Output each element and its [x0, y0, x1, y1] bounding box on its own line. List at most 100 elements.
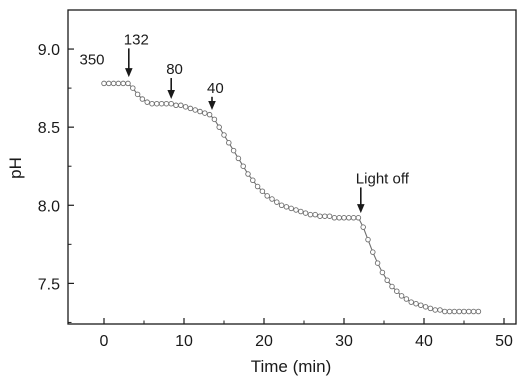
x-tick-label: 40 [415, 333, 433, 350]
x-axis-title: Time (min) [251, 357, 332, 376]
data-point [346, 215, 352, 221]
data-point [418, 302, 424, 309]
data-point [134, 91, 141, 98]
plot-frame [67, 9, 517, 325]
data-point [293, 207, 299, 213]
data-point [130, 85, 136, 91]
data-point [173, 102, 179, 109]
annotation-label: 80 [166, 61, 183, 78]
data-point [144, 99, 150, 105]
x-tick-label: 30 [335, 333, 353, 350]
data-point [331, 215, 338, 221]
data-point [178, 102, 184, 109]
data-point [278, 202, 285, 209]
data-point [182, 104, 189, 110]
data-point [235, 155, 242, 162]
data-point [197, 108, 203, 115]
data-point [442, 308, 448, 315]
data-point [110, 80, 117, 87]
y-tick-label: 7.5 [38, 276, 60, 293]
data-point [283, 204, 290, 210]
data-point [101, 80, 107, 87]
data-point [221, 132, 227, 138]
y-tick-label: 8.0 [38, 198, 60, 215]
data-point [115, 80, 122, 87]
data-point [240, 163, 246, 169]
data-point [254, 183, 261, 190]
data-point [274, 199, 280, 205]
data-point [163, 100, 170, 107]
data-point [398, 293, 405, 299]
x-tick-label: 10 [175, 333, 193, 350]
data-point [120, 80, 126, 87]
x-tick-label: 20 [255, 333, 273, 350]
series-line [104, 82, 479, 313]
data-point [451, 308, 458, 315]
data-point [230, 147, 237, 154]
data-point [461, 308, 467, 315]
data-point [322, 213, 328, 219]
data-point [466, 308, 472, 315]
data-point [250, 177, 256, 184]
y-tick-label: 9.0 [38, 42, 60, 59]
data-point [379, 269, 386, 276]
data-point [403, 296, 410, 302]
data-point [350, 215, 357, 221]
annotation-label: Light off [356, 170, 410, 187]
data-point [206, 111, 213, 118]
data-point [475, 308, 482, 315]
tick-labels: 0 10 20 30 40 50 7.5 8.0 8.5 9.0 [38, 42, 513, 350]
data-point [168, 100, 174, 107]
data-point [413, 300, 419, 307]
series-markers [101, 80, 482, 315]
annotation-label: 350 [79, 52, 104, 69]
data-point [437, 307, 443, 313]
data-point [202, 110, 208, 116]
data-point [106, 80, 112, 87]
x-tick-label: 0 [100, 333, 109, 350]
data-point [158, 100, 165, 107]
data-point [245, 171, 251, 177]
data-point [211, 116, 218, 123]
data-point [312, 211, 318, 218]
annotation-arrow-head [208, 100, 216, 110]
data-point [187, 105, 194, 112]
data-point [370, 249, 376, 255]
data-point [264, 193, 270, 199]
annotation-arrow-head [125, 68, 133, 78]
data-point [125, 80, 131, 87]
annotation-label: 40 [207, 80, 224, 97]
data-point [408, 299, 414, 305]
data-point [269, 196, 275, 202]
data-point [374, 260, 381, 266]
data-point [341, 215, 347, 221]
data-point [360, 224, 366, 230]
data-point [389, 283, 395, 290]
annotation-label: 132 [124, 31, 149, 48]
data-point [307, 211, 314, 218]
data-point [336, 215, 342, 221]
data-point [365, 236, 371, 243]
data-point [154, 100, 160, 107]
data-point [226, 140, 232, 146]
y-tick-label: 8.5 [38, 120, 60, 137]
data-point [259, 188, 266, 194]
y-axis-title: pH [6, 157, 25, 179]
axis-ticks [68, 48, 505, 324]
data-point [427, 305, 434, 312]
annotations: 350 132 80 40 Light off [79, 31, 410, 214]
data-point [149, 100, 155, 107]
data-point [456, 308, 462, 315]
data-point [288, 205, 294, 212]
data-point [326, 213, 333, 219]
data-point [446, 308, 453, 315]
data-point [302, 210, 309, 216]
data-point [394, 288, 400, 294]
data-point [470, 308, 477, 315]
annotation-arrow-head [357, 204, 365, 214]
data-point [317, 213, 323, 219]
data-point [384, 277, 390, 284]
data-point [298, 208, 304, 215]
data-point [216, 124, 222, 130]
